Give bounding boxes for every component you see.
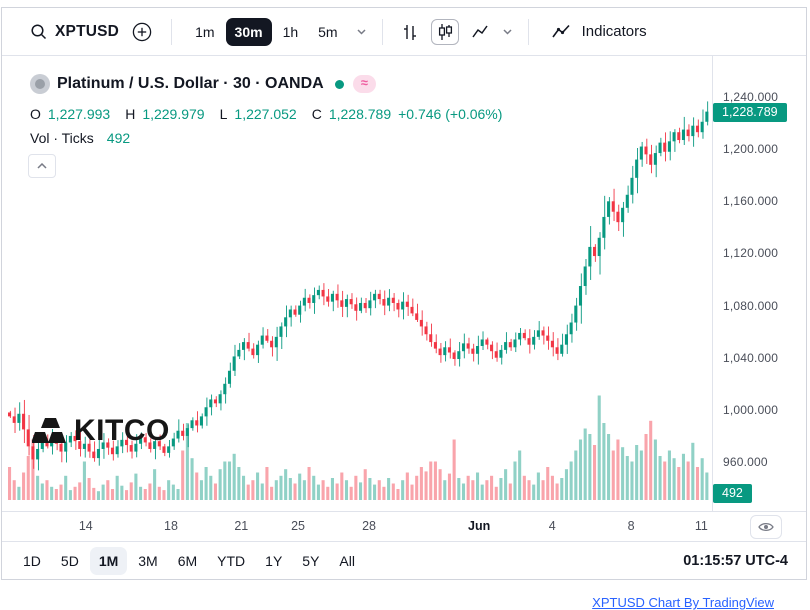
low-value: 1,227.052 xyxy=(234,106,297,122)
legend-collapse-button[interactable] xyxy=(28,154,56,178)
interval-menu-chevron-icon[interactable] xyxy=(355,27,368,37)
eye-icon xyxy=(758,522,774,532)
range-6M[interactable]: 6M xyxy=(169,547,206,575)
range-1M[interactable]: 1M xyxy=(89,547,128,575)
time-tick: 8 xyxy=(627,519,635,533)
legend-ohlc-row: O 1,227.993 H 1,229.979 L 1,227.052 C 1,228.… xyxy=(30,106,502,122)
kitco-watermark-text: KITCO xyxy=(74,414,170,447)
market-status-dot[interactable] xyxy=(334,79,344,89)
change-value: +0.746 (+0.06%) xyxy=(398,106,503,122)
toolbar-separator xyxy=(171,18,173,45)
price-tick: 1,120.000 xyxy=(723,246,779,261)
open-label: O xyxy=(30,106,41,122)
time-tick: 18 xyxy=(164,519,178,533)
legend-title: Platinum / U.S. Dollar · 30 · OANDA xyxy=(57,75,324,92)
indicators-label: Indicators xyxy=(581,23,647,40)
volume-value: 492 xyxy=(106,130,131,146)
kitco-logo-icon xyxy=(32,417,68,445)
time-tick: 4 xyxy=(548,519,556,533)
chart-plot-area[interactable]: KITCO Platinum / U.S. Dollar · 30 · OAND… xyxy=(2,56,712,511)
toolbar-separator xyxy=(527,18,529,45)
chevron-up-icon xyxy=(37,163,47,169)
bar-style-area-icon[interactable] xyxy=(467,19,493,45)
range-3M[interactable]: 3M xyxy=(129,547,166,575)
price-tick: 1,240.000 xyxy=(723,90,779,104)
legend-volume-row: Vol · Ticks 492 xyxy=(30,130,130,146)
price-tick: 1,000.000 xyxy=(723,402,779,417)
price-tick: 1,160.000 xyxy=(723,194,779,209)
range-YTD[interactable]: YTD xyxy=(208,547,254,575)
symbol-logo xyxy=(30,74,50,94)
range-5D[interactable]: 5D xyxy=(52,547,88,575)
time-axis[interactable]: 14 18 21 25 28 Jun 4 8 11 xyxy=(2,511,806,541)
time-tick: 28 xyxy=(362,519,377,533)
symbol-name: XPTUSD xyxy=(55,22,120,40)
compare-add-icon[interactable] xyxy=(127,17,157,47)
legend-title-row[interactable]: Platinum / U.S. Dollar · 30 · OANDA ≈ xyxy=(30,74,376,94)
range-toolbar: 1D 5D 1M 3M 6M YTD 1Y 5Y All 01:15:57 UTC-4 xyxy=(2,541,806,580)
kitco-watermark: KITCO xyxy=(32,414,170,448)
tradingview-attribution-link[interactable]: XPTUSD Chart By TradingView xyxy=(592,595,774,610)
interval-5m[interactable]: 5m xyxy=(309,18,346,46)
volume-axis-label: 492 xyxy=(713,484,752,503)
interval-30m[interactable]: 30m xyxy=(225,17,272,46)
interval-group: 1m 30m 1h 5m xyxy=(186,17,347,46)
chart-widget: XPTUSD 1m 30m 1h 5m Indicators xyxy=(1,7,807,580)
clock[interactable]: 01:15:57 UTC-4 xyxy=(683,553,788,569)
time-tick: 11 xyxy=(694,519,708,533)
range-group: 1D 5D 1M 3M 6M YTD 1Y 5Y All xyxy=(14,547,364,575)
time-tick: 14 xyxy=(78,519,93,533)
range-5Y[interactable]: 5Y xyxy=(293,547,328,575)
interval-1m[interactable]: 1m xyxy=(186,18,223,46)
interval-1h[interactable]: 1h xyxy=(274,18,308,46)
close-value: 1,228.789 xyxy=(328,106,392,122)
chart-area: KITCO Platinum / U.S. Dollar · 30 · OAND… xyxy=(2,56,806,511)
candlestick-chart xyxy=(8,101,709,500)
time-tick: 25 xyxy=(291,519,306,533)
price-tick: 1,200.000 xyxy=(723,142,779,157)
open-value: 1,227.993 xyxy=(47,106,111,122)
toolbar-separator xyxy=(381,18,383,45)
price-tick: 1,040.000 xyxy=(723,350,779,365)
price-tick: 960.000 xyxy=(723,455,768,469)
low-label: L xyxy=(219,106,228,122)
style-menu-chevron-icon[interactable] xyxy=(501,27,514,37)
top-toolbar: XPTUSD 1m 30m 1h 5m Indicators xyxy=(2,8,806,56)
range-1Y[interactable]: 1Y xyxy=(256,547,291,575)
bar-style-candles-icon[interactable] xyxy=(430,18,459,45)
symbol-search-button[interactable]: XPTUSD xyxy=(30,23,119,41)
bar-style-bars-icon[interactable] xyxy=(397,19,423,45)
range-1D[interactable]: 1D xyxy=(14,547,50,575)
price-axis[interactable]: 1,228.789 492 1,240.000 1,200.000 1,160.00… xyxy=(712,56,806,511)
last-price-label: 1,228.789 xyxy=(713,102,787,122)
indicators-button[interactable]: Indicators xyxy=(543,17,655,46)
axis-settings-button[interactable] xyxy=(750,515,782,539)
volume-label: Vol · Ticks xyxy=(30,130,94,146)
range-All[interactable]: All xyxy=(330,547,364,575)
indicators-icon xyxy=(551,23,573,40)
high-label: H xyxy=(125,106,136,122)
price-tick: 1,080.000 xyxy=(723,298,779,313)
search-icon xyxy=(30,23,47,40)
time-tick: Jun xyxy=(467,519,491,533)
delayed-data-badge[interactable]: ≈ xyxy=(352,75,376,93)
time-tick: 21 xyxy=(234,519,249,533)
high-value: 1,229.979 xyxy=(142,106,205,122)
close-label: C xyxy=(311,106,322,122)
